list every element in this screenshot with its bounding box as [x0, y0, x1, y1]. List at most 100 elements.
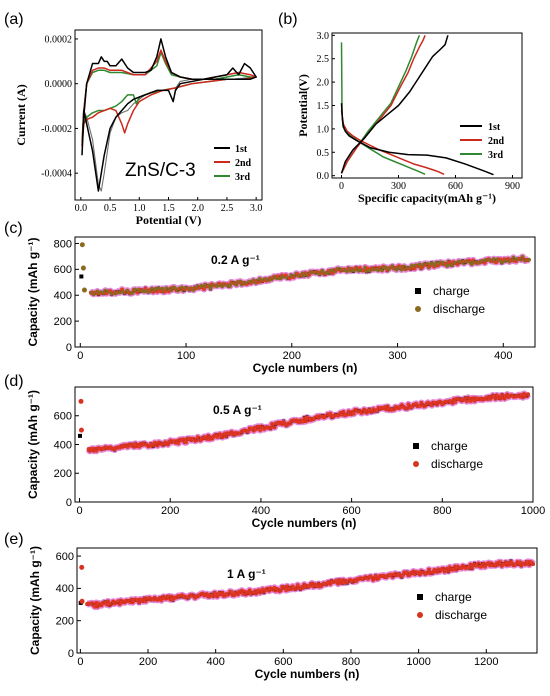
- y-tick-label: 0: [66, 497, 72, 509]
- x-tick-label: 100: [177, 350, 195, 362]
- gcd-discharge-curve: [340, 103, 494, 176]
- panel-c-cycling-chart: 0 100 200 300 400 0 200 400 600 800 (c) Cycle numbe…: [4, 220, 536, 375]
- plot-frame: [74, 236, 536, 348]
- discharge-point: [176, 441, 181, 446]
- y-tick-label: 2.5: [317, 54, 330, 65]
- legend-label: charge: [435, 590, 472, 604]
- x-axis-label: Specific capacity(mAh g⁻¹): [358, 191, 496, 205]
- discharge-point: [498, 396, 503, 401]
- legend-label: 3rd: [488, 150, 503, 161]
- y-tick-label: 1.5: [317, 101, 330, 112]
- x-tick-label: 200: [161, 505, 179, 517]
- current-density-label: 0.5 A g⁻¹: [213, 403, 262, 417]
- discharge-point: [105, 599, 110, 604]
- cv-curve-2nd: [81, 49, 257, 147]
- legend-charge-marker: [413, 443, 419, 449]
- panel-label: (e): [4, 531, 24, 548]
- charge-outlier-point: [77, 433, 82, 438]
- discharge-point: [351, 411, 356, 416]
- y-tick-label: 200: [54, 316, 72, 328]
- legend-label: 1st: [488, 122, 501, 133]
- legend-label: discharge: [431, 457, 483, 471]
- x-tick-label: 0.5: [104, 203, 117, 214]
- y-axis-label: Potential(V): [296, 74, 310, 137]
- x-tick-label: 400: [206, 656, 224, 668]
- discharge-point: [417, 262, 422, 267]
- panel-label: (d): [4, 373, 24, 390]
- y-axis-label: Current (A): [14, 84, 28, 145]
- y-tick-label: 0.0000: [45, 79, 73, 90]
- discharge-point: [493, 396, 498, 401]
- discharge-point: [208, 286, 213, 291]
- discharge-point: [272, 425, 277, 430]
- y-tick-label: -0.0002: [41, 124, 72, 135]
- sample-annotation: ZnS/C-3: [125, 160, 196, 181]
- legend-label: discharge: [433, 302, 485, 316]
- x-axis-label: Potential (V): [136, 213, 202, 227]
- discharge-point: [229, 589, 234, 594]
- discharge-point: [336, 581, 341, 586]
- legend-label: 2nd: [488, 136, 505, 147]
- y-tick-label: 0.0002: [45, 34, 73, 45]
- legend-charge-marker: [417, 594, 423, 600]
- y-tick-label: 600: [56, 551, 74, 563]
- discharge-point: [247, 588, 252, 593]
- y-axis-label: Capacity (mAh g⁻¹): [28, 546, 42, 655]
- charge-outlier-point: [79, 274, 84, 279]
- y-axis-label: Capacity (mAh g⁻¹): [26, 237, 40, 346]
- panel-label: (a): [4, 11, 24, 28]
- x-tick-label: 0: [77, 656, 83, 668]
- y-tick-label: 2.0: [317, 78, 330, 89]
- x-tick-label: 0: [77, 350, 83, 362]
- y-tick-label: 0: [66, 342, 72, 354]
- discharge-point: [341, 410, 346, 415]
- x-tick-label: 800: [433, 505, 451, 517]
- discharge-point: [445, 263, 450, 268]
- y-axis-label: Capacity (mAh g⁻¹): [26, 390, 40, 499]
- y-tick-label: -0.0004: [41, 169, 72, 180]
- x-axis-label: Cycle numbers (n): [255, 667, 360, 681]
- discharge-outlier-point: [81, 287, 87, 293]
- discharge-outlier-point: [79, 598, 85, 604]
- discharge-outlier-point: [79, 564, 85, 570]
- panel-label: (c): [4, 220, 23, 237]
- panel-d-cycling-chart: 0 200 400 600 800 1000 0 200 400 600 (d) Cycle numb…: [4, 373, 545, 530]
- discharge-outlier-point: [80, 265, 86, 271]
- discharge-outlier-point: [78, 427, 84, 433]
- x-tick-label: 200: [283, 350, 301, 362]
- current-density-label: 0.2 A g⁻¹: [211, 253, 260, 267]
- x-tick-label: 1000: [406, 656, 430, 668]
- y-tick-label: 800: [54, 238, 72, 250]
- discharge-point: [227, 283, 232, 288]
- discharge-outlier-point: [79, 242, 85, 248]
- x-tick-label: 800: [342, 656, 360, 668]
- discharge-outlier-point: [78, 398, 84, 404]
- discharge-point: [464, 399, 469, 404]
- x-tick-label: 600: [342, 505, 360, 517]
- legend-label: charge: [431, 439, 468, 453]
- discharge-point: [268, 425, 273, 430]
- y-tick-label: 400: [54, 290, 72, 302]
- gcd-charge-curve: [340, 35, 426, 174]
- gcd-discharge-curve: [340, 110, 445, 175]
- current-density-label: 1 A g⁻¹: [227, 567, 266, 581]
- x-tick-label: 400: [494, 350, 512, 362]
- legend-label: 3rd: [235, 172, 250, 183]
- legend-charge-marker: [415, 288, 421, 294]
- panel-label: (b): [278, 11, 298, 28]
- y-tick-label: 1.0: [317, 124, 330, 135]
- x-axis-label: Cycle numbers (n): [252, 516, 357, 530]
- x-tick-label: 1.0: [133, 203, 146, 214]
- discharge-point: [211, 594, 216, 599]
- x-axis-label: Cycle numbers (n): [253, 361, 358, 375]
- discharge-point: [526, 392, 531, 397]
- discharge-point: [531, 562, 536, 567]
- gcd-charge-curve: [340, 35, 449, 174]
- discharge-point: [526, 257, 531, 262]
- x-tick-label: 600: [448, 181, 463, 192]
- x-tick-label: 0: [339, 181, 344, 192]
- panel-e-cycling-chart: 0 200 400 600 800 1000 1200 0 200 400 600 (e) Cycle …: [4, 531, 538, 681]
- y-tick-label: 0: [68, 648, 74, 660]
- discharge-point: [380, 268, 385, 273]
